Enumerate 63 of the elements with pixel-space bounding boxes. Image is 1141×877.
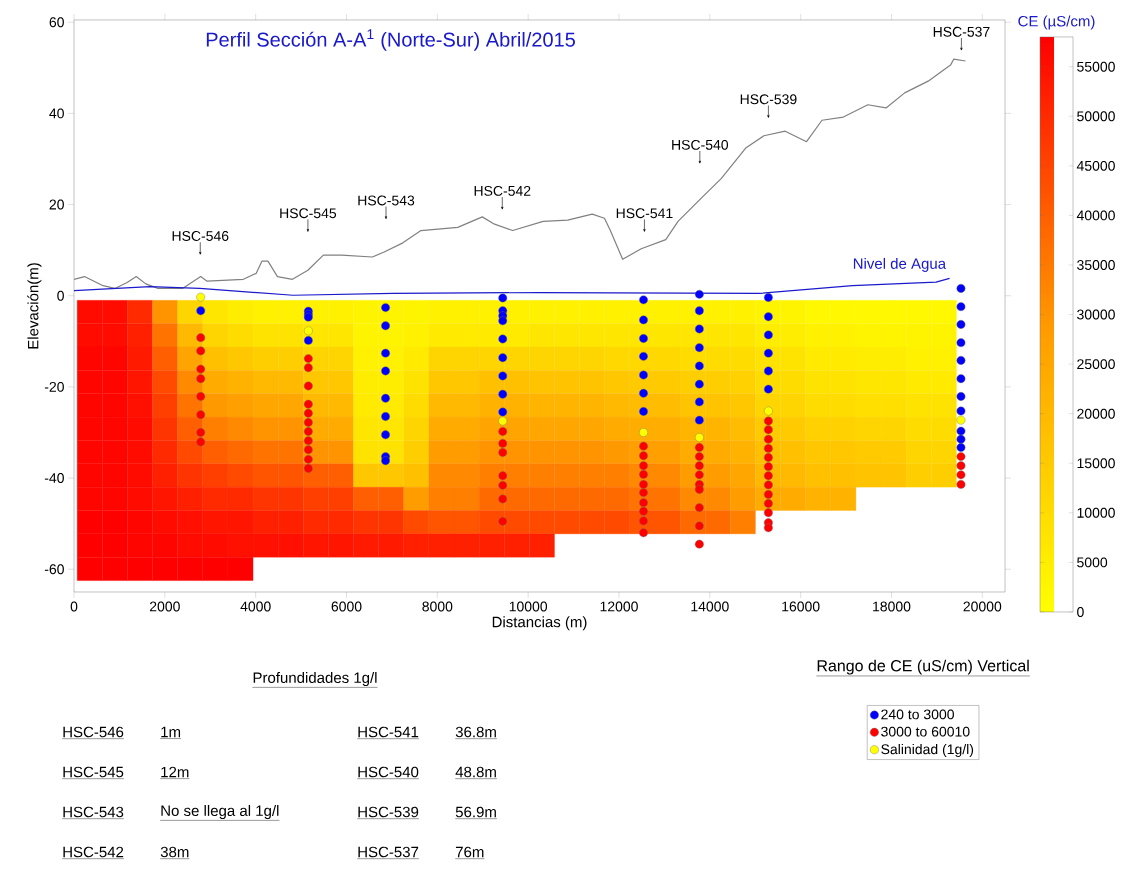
x-tick-label: 12000 bbox=[600, 601, 638, 612]
text: HSC-541 bbox=[358, 726, 419, 738]
annotation: HSC-543 bbox=[358, 195, 415, 206]
x-tick-label: 0 bbox=[70, 601, 78, 612]
annotation: HSC-545 bbox=[280, 208, 337, 219]
text: 76m bbox=[455, 846, 484, 858]
annotation: HSC-542 bbox=[474, 185, 531, 196]
text: HSC-546 bbox=[63, 726, 124, 738]
color-bar-label: 50000 bbox=[1077, 111, 1115, 122]
text: Perfil Sección A-A$^{1}$ (Norte-Sur) Abril/2015 bbox=[206, 29, 575, 51]
legend-label: 240 to 3000 bbox=[881, 709, 954, 720]
text: 36.8m bbox=[455, 726, 496, 738]
color-bar-label: 35000 bbox=[1077, 260, 1115, 270]
text: HSC-542 bbox=[63, 846, 124, 858]
color-bar-label: 45000 bbox=[1076, 160, 1115, 171]
x-tick-label: 4000 bbox=[240, 601, 271, 612]
x-axis-title: Distancias (m) bbox=[492, 616, 587, 631]
y-tick-label: 0 bbox=[57, 290, 64, 301]
x-tick-label: 2000 bbox=[149, 601, 180, 612]
x-tick-label: 10000 bbox=[509, 601, 548, 612]
annotation: HSC-539 bbox=[740, 94, 797, 105]
color-bar-label: 25000 bbox=[1077, 359, 1115, 370]
color-bar-label: 55000 bbox=[1077, 61, 1115, 72]
text: HSC-539 bbox=[358, 806, 419, 818]
y-tick-label: -20 bbox=[44, 381, 64, 392]
x-tick-label: 20000 bbox=[963, 601, 1002, 612]
color-bar-label: 20000 bbox=[1077, 408, 1115, 419]
color-bar-title: CE (µS/cm) bbox=[1018, 15, 1095, 30]
color-bar-label: 15000 bbox=[1077, 458, 1115, 469]
color-bar-label: 5000 bbox=[1077, 557, 1108, 568]
text: HSC-540 bbox=[358, 766, 419, 778]
annotation: HSC-541 bbox=[616, 208, 673, 219]
y-tick-label: -60 bbox=[44, 564, 64, 575]
text: HSC-545 bbox=[63, 766, 124, 778]
text: Profundidades 1g/l bbox=[253, 671, 377, 686]
series-label: Nivel de Agua bbox=[853, 257, 947, 272]
text: 56.9m bbox=[455, 806, 496, 818]
text: 38m bbox=[160, 846, 189, 858]
x-tick-label: 6000 bbox=[331, 601, 362, 612]
y-axis-title: Elevación(m) bbox=[27, 263, 42, 349]
legend-label: Salinidad (1g/l) bbox=[881, 743, 974, 757]
annotation: HSC-540 bbox=[672, 139, 729, 150]
y-tick-label: 60 bbox=[49, 17, 64, 28]
x-tick-label: 16000 bbox=[782, 601, 820, 612]
y-tick-label: 20 bbox=[49, 199, 64, 210]
color-bar-label: 10000 bbox=[1077, 507, 1115, 518]
legend-label: 3000 to 60010 bbox=[881, 726, 970, 737]
text: 12m bbox=[161, 766, 189, 778]
color-bar-label: 40000 bbox=[1076, 210, 1115, 221]
text: HSC-537 bbox=[358, 846, 419, 858]
text: HSC-543 bbox=[63, 806, 124, 818]
x-tick-label: 14000 bbox=[691, 601, 729, 612]
y-tick-label: -40 bbox=[44, 473, 64, 483]
text: 1m bbox=[161, 726, 181, 738]
annotation: HSC-537 bbox=[933, 26, 990, 37]
x-tick-label: 8000 bbox=[422, 601, 453, 612]
legend-title: Rango de CE (uS/cm) Vertical bbox=[817, 659, 1029, 675]
annotation: HSC-546 bbox=[172, 231, 229, 241]
text: No se llega al 1g/l bbox=[161, 804, 279, 819]
x-tick-label: 18000 bbox=[873, 601, 911, 612]
text: 48.8m bbox=[455, 766, 496, 778]
color-bar-label: 30000 bbox=[1077, 309, 1115, 320]
y-tick-label: 40 bbox=[49, 108, 64, 119]
